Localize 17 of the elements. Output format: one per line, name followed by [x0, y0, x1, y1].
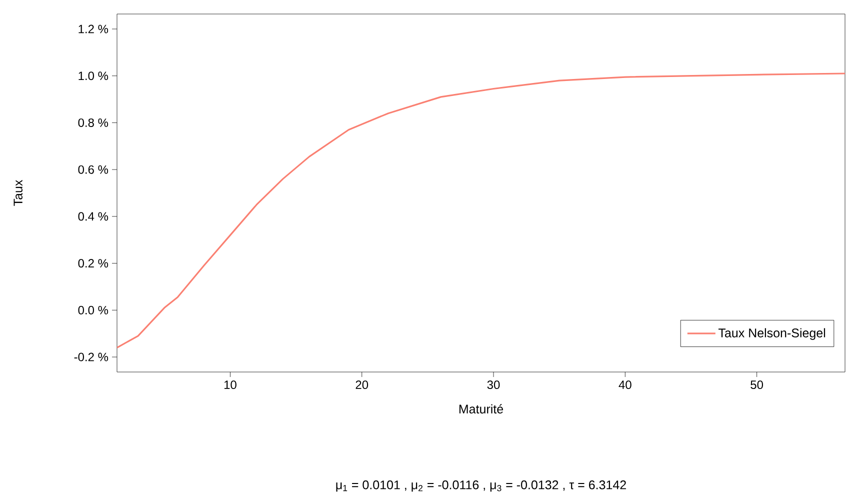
x-tick-label: 20	[356, 380, 368, 390]
x-tick-label: 30	[487, 380, 500, 390]
text: μ$_{1}$ = 0.0101 , μ$_{2}$ = -0.0116 , μ$_{3}$ = -0.0132 , τ = 6.3142	[336, 480, 626, 492]
y-tick-label: -0.2 %	[74, 352, 108, 362]
legend-label: Taux Nelson-Siegel	[718, 328, 826, 340]
y-tick-label: 0.4 %	[78, 212, 108, 221]
y-tick-label: 1.2 %	[78, 24, 108, 34]
y-tick-label: 0.2 %	[78, 259, 108, 268]
x-axis-title: Maturité	[459, 404, 504, 414]
y-axis-title: Taux	[14, 180, 22, 206]
y-tick-label: 1.0 %	[78, 72, 108, 80]
x-tick-label: 50	[750, 380, 764, 390]
y-tick-label: 0.8 %	[78, 118, 108, 127]
y-tick-label: 0.6 %	[78, 165, 108, 174]
x-tick-label: 40	[618, 380, 632, 390]
x-tick-label: 10	[224, 380, 236, 390]
y-tick-label: 0.0 %	[78, 306, 108, 314]
